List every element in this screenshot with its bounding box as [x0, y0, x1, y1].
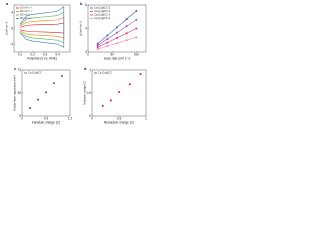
- x-axis-title: Scan rate (mV s⁻¹): [104, 56, 131, 60]
- x-tick-label: 0.6: [44, 116, 49, 120]
- legend-label: Co₃O₄@CC-4: [94, 16, 111, 20]
- legend-label: Co₃O₄@CC: [28, 71, 42, 75]
- x-tick-label: 0.1: [18, 52, 23, 56]
- data-point: [61, 74, 63, 77]
- y-tick-label: 0: [89, 114, 91, 118]
- data-point: [29, 107, 31, 110]
- legend-label: 20 mV s⁻¹: [20, 9, 32, 13]
- x-tick-label: 0: [87, 52, 89, 56]
- y-axis-title: Oxidation charge (C): [83, 81, 87, 105]
- series-line: [20, 22, 65, 34]
- x-axis-title: Reduction charge (C): [104, 120, 134, 124]
- data-point: [96, 42, 99, 45]
- panel-label: c: [14, 66, 17, 71]
- data-point: [101, 104, 104, 107]
- x-tick-label: 1.2: [68, 116, 73, 120]
- data-point: [125, 32, 128, 35]
- y-tick-label: -4: [10, 42, 13, 46]
- series-line: [20, 17, 65, 39]
- legend-label: Co₃O₄@CC-2: [94, 9, 111, 13]
- figure: a 0.1 0.2 0.3 0.4 -4 0 4 Potential (V vs. RHE) j …: [5, 1, 147, 124]
- y-tick-label: 0: [85, 50, 87, 54]
- data-point: [96, 48, 99, 51]
- y-axis-title: Double-layer capacitance (mF): [13, 75, 17, 111]
- panel-label: d: [84, 66, 87, 71]
- x-axis-title: Faradaic charge (C): [32, 120, 60, 124]
- y-tick-label: 0.5: [87, 91, 92, 95]
- data-point: [135, 18, 138, 21]
- data-point: [116, 26, 118, 29]
- x-tick-label: 0.2: [30, 52, 35, 56]
- data-point: [116, 36, 118, 39]
- data-point: [116, 31, 118, 34]
- data-point: [135, 27, 138, 30]
- legend-label: 40 mV s⁻¹: [20, 16, 32, 20]
- data-point: [128, 83, 131, 86]
- y-tick-label: 35: [17, 91, 21, 95]
- y-tick-label: 4: [11, 11, 13, 15]
- data-point: [45, 91, 47, 94]
- data-point: [125, 39, 128, 42]
- panel-label: a: [6, 1, 9, 6]
- panel-label: b: [80, 1, 83, 6]
- legend-label: Co₃O₄@CC-1: [94, 6, 111, 10]
- x-tick-label: 50: [110, 52, 114, 56]
- y-tick-label: 1: [89, 68, 91, 72]
- x-tick-label: 1: [145, 116, 147, 120]
- data-point: [96, 44, 99, 47]
- data-point: [106, 45, 109, 48]
- data-point: [106, 38, 109, 41]
- x-tick-label: 0: [21, 116, 23, 120]
- y-tick-label: 0: [11, 26, 13, 30]
- data-point: [116, 42, 118, 45]
- series-line: [19, 5, 65, 48]
- data-point: [106, 34, 109, 37]
- data-point: [118, 91, 120, 94]
- data-point: [106, 41, 109, 44]
- data-point: [109, 99, 112, 102]
- y-axis-title: j (mA cm⁻²): [5, 22, 9, 36]
- legend-label: Co₃O₄@CC-3: [94, 13, 111, 17]
- y-axis-title: Δj (mA cm⁻²): [79, 21, 83, 36]
- x-axis-title: Potential (V vs. RHE): [27, 56, 57, 60]
- data-point: [96, 46, 99, 49]
- x-tick-label: 0.3: [43, 52, 48, 56]
- data-point: [37, 98, 39, 101]
- legend-label: 10 mV s⁻¹: [20, 6, 32, 10]
- x-tick-label: 0: [91, 116, 93, 120]
- y-tick-label: 4: [85, 26, 87, 30]
- y-tick-label: 0: [19, 114, 21, 118]
- data-point: [53, 82, 55, 85]
- data-point: [139, 73, 142, 76]
- x-tick-label: 0.5: [117, 116, 122, 120]
- data-point: [125, 25, 128, 28]
- data-point: [135, 9, 138, 12]
- x-tick-label: 100: [134, 52, 140, 56]
- legend-label: 30 mV s⁻¹: [20, 13, 32, 17]
- data-point: [135, 36, 138, 39]
- y-tick-label: 70: [17, 68, 21, 72]
- y-tick-label: 8: [85, 3, 87, 7]
- legend-label: Co₃O₄@CC: [98, 71, 112, 75]
- x-tick-label: 0.4: [55, 52, 60, 56]
- data-point: [125, 18, 128, 21]
